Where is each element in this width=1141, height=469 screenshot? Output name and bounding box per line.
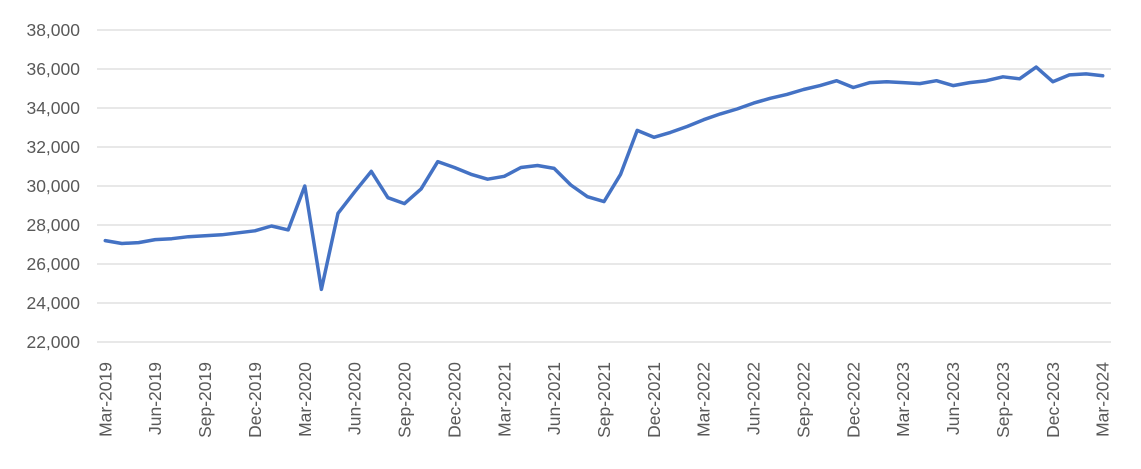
x-tick-label: Dec-2023 [1043,362,1063,438]
x-tick-label: Jun-2020 [345,362,365,435]
x-tick-label: Mar-2024 [1093,362,1113,437]
x-tick-label: Dec-2020 [444,362,464,438]
x-tick-label: Mar-2021 [494,362,514,437]
x-tick-label: Mar-2022 [694,362,714,437]
y-tick-label: 36,000 [26,59,80,79]
x-tick-label: Mar-2019 [95,362,115,437]
x-tick-label: Sep-2021 [594,362,614,438]
y-axis-labels: 22,000 24,000 26,000 28,000 30,000 32,000 34,0… [26,20,80,352]
y-tick-label: 32,000 [26,137,80,157]
x-tick-label: Sep-2020 [395,362,415,438]
x-tick-label: Sep-2019 [195,362,215,438]
series-polyline [103,65,1105,292]
y-tick-label: 26,000 [26,254,80,274]
x-tick-label: Mar-2020 [295,362,315,437]
y-tick-label: 34,000 [26,98,80,118]
x-tick-label: Sep-2022 [793,362,813,438]
x-tick-label: Jun-2019 [145,362,165,435]
x-tick-label: Dec-2021 [644,362,664,438]
x-tick-label: Jun-2023 [943,362,963,435]
y-tick-label: 38,000 [26,20,80,40]
y-tick-label: 28,000 [26,215,80,235]
y-gridlines [97,29,1111,343]
x-tick-label: Sep-2023 [993,362,1013,438]
y-tick-label: 24,000 [26,293,80,313]
x-tick-label: Mar-2023 [893,362,913,437]
y-tick-label: 22,000 [26,332,80,352]
x-axis-labels: Mar-2019 Jun-2019 Sep-2019 Dec-2019 Mar-2020… [95,362,1112,438]
x-tick-label: Dec-2019 [245,362,265,438]
x-tick-label: Jun-2021 [544,362,564,435]
y-tick-label: 30,000 [26,176,80,196]
x-tick-label: Dec-2022 [843,362,863,438]
data-series-line [103,65,1105,292]
x-tick-label: Jun-2022 [744,362,764,435]
